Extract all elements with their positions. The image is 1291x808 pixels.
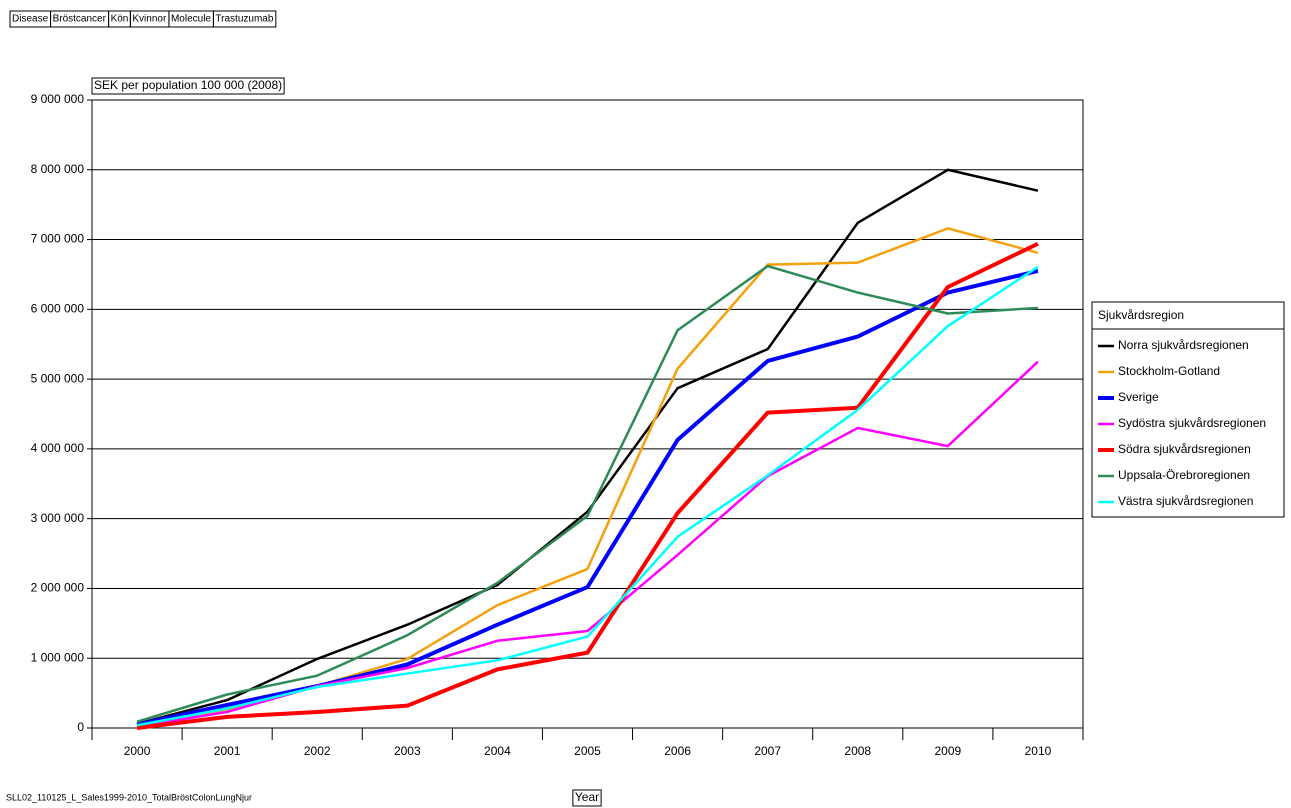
x-tick-label: 2003 xyxy=(394,744,421,758)
source-note: SLL02_110125_L_Sales1999-2010_TotalBröst… xyxy=(6,792,252,802)
filter-label-box xyxy=(212,10,277,28)
legend-label: Stockholm-Gotland xyxy=(1118,364,1220,378)
x-tick-label: 2007 xyxy=(754,744,781,758)
y-axis-title: SEK per population 100 000 (2008) xyxy=(94,78,282,92)
x-tick-label: 2010 xyxy=(1025,744,1052,758)
y-tick-label: 3 000 000 xyxy=(31,511,85,525)
y-axis-title-box xyxy=(91,77,285,95)
filter-label: Kvinnor xyxy=(132,14,167,25)
x-axis-title: Year xyxy=(575,790,599,804)
y-tick-label: 7 000 000 xyxy=(31,232,85,246)
x-tick-label: 2009 xyxy=(935,744,962,758)
x-tick-label: 2008 xyxy=(844,744,871,758)
legend-label: Sydöstra sjukvårdsregionen xyxy=(1118,416,1266,430)
series-line xyxy=(136,264,1039,723)
x-tick-label: 2001 xyxy=(214,744,241,758)
y-tick-label: 0 xyxy=(77,720,84,734)
series-line xyxy=(136,265,1039,727)
legend-label: Södra sjukvårdsregionen xyxy=(1118,442,1251,456)
legend-label: Sverige xyxy=(1118,390,1159,404)
plot-area xyxy=(91,99,1084,729)
x-tick-label: 2005 xyxy=(574,744,601,758)
filter-label: Bröstcancer xyxy=(53,14,107,25)
filter-label: Trastuzumab xyxy=(215,14,273,25)
filter-label: Molecule xyxy=(171,14,211,25)
y-tick-label: 6 000 000 xyxy=(31,302,85,316)
legend-label: Uppsala-Örebroregionen xyxy=(1118,468,1250,482)
x-tick-label: 2006 xyxy=(664,744,691,758)
legend-label: Västra sjukvårdsregionen xyxy=(1118,494,1253,508)
series-line xyxy=(136,269,1039,727)
legend-box xyxy=(1091,328,1285,518)
filter-label: Kön xyxy=(111,14,129,25)
x-tick-label: 2004 xyxy=(484,744,511,758)
y-tick-label: 4 000 000 xyxy=(31,441,85,455)
y-tick-label: 1 000 000 xyxy=(31,650,85,664)
series-line xyxy=(136,241,1039,730)
series-line xyxy=(136,360,1039,728)
series-line xyxy=(136,168,1039,726)
x-tick-label: 2000 xyxy=(124,744,151,758)
legend-label: Norra sjukvårdsregionen xyxy=(1118,338,1249,352)
x-tick-label: 2002 xyxy=(304,744,331,758)
y-tick-label: 9 000 000 xyxy=(31,92,85,106)
legend-title-box xyxy=(1091,301,1285,330)
y-tick-label: 8 000 000 xyxy=(31,162,85,176)
y-tick-label: 5 000 000 xyxy=(31,371,85,385)
x-axis-title-box xyxy=(572,789,602,807)
legend-title: Sjukvårdsregion xyxy=(1098,308,1184,322)
y-tick-label: 2 000 000 xyxy=(31,581,85,595)
filter-label: Disease xyxy=(12,14,49,25)
